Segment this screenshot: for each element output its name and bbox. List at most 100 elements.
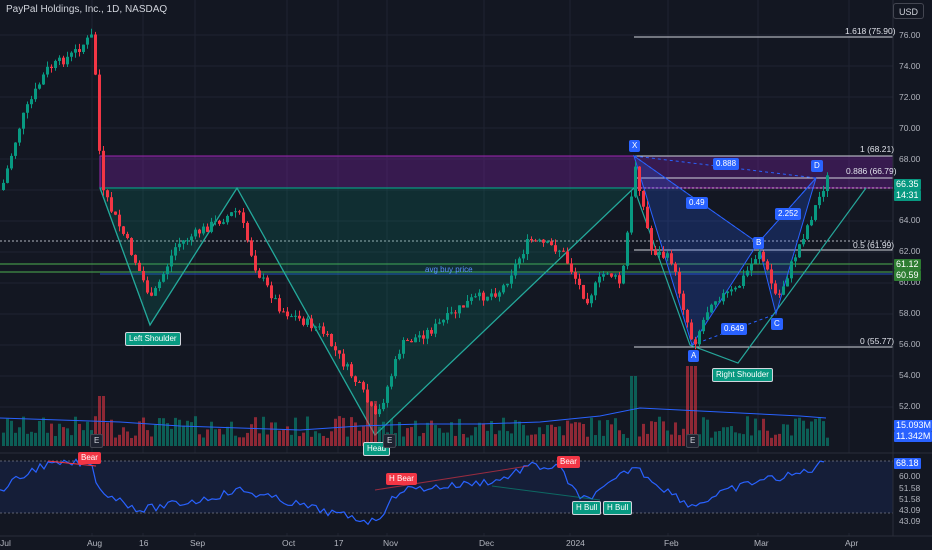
- candle-body: [354, 376, 357, 382]
- candle-body: [394, 359, 397, 377]
- candle-body: [346, 364, 349, 367]
- earnings-marker[interactable]: E: [90, 434, 104, 448]
- candle-body: [774, 283, 777, 294]
- volume-bar: [314, 431, 317, 446]
- harmonic-ratio-ab: 0.49: [686, 197, 708, 209]
- volume-tag-2: 11.342M: [894, 431, 932, 442]
- candle-body: [150, 292, 153, 296]
- volume-bar: [626, 437, 629, 446]
- volume-bar: [222, 434, 225, 446]
- volume-bar: [610, 424, 613, 446]
- candle-body: [466, 300, 469, 308]
- volume-bar: [290, 434, 293, 446]
- volume-bar: [342, 417, 345, 446]
- candle-body: [462, 305, 465, 308]
- volume-bar: [714, 431, 717, 446]
- volume-bar: [310, 436, 313, 446]
- volume-bar: [178, 419, 181, 446]
- candle-body: [386, 386, 389, 403]
- volume-bar: [218, 428, 221, 446]
- time-tick: Sep: [190, 538, 206, 548]
- candle-body: [290, 316, 293, 318]
- candle-body: [58, 57, 61, 61]
- rsi-hidden-bull-label: H Bull: [603, 501, 633, 515]
- volume-bar: [42, 417, 45, 446]
- candle-body: [502, 285, 505, 293]
- candle-body: [90, 34, 93, 38]
- volume-bar: [566, 420, 569, 446]
- volume-bar: [490, 421, 493, 446]
- volume-bar: [226, 426, 229, 446]
- candle-body: [230, 212, 233, 216]
- candle-body: [306, 318, 309, 325]
- candle-body: [614, 275, 617, 277]
- candle-body: [302, 318, 305, 325]
- candle-body: [382, 402, 385, 410]
- volume-bar: [590, 417, 593, 446]
- candle-body: [634, 166, 637, 197]
- candle-body: [538, 239, 541, 241]
- earnings-marker[interactable]: E: [686, 434, 700, 448]
- price-tick: 76.00: [899, 30, 921, 40]
- harmonic-ratio-cd: 2.252: [775, 208, 802, 220]
- candle-body: [94, 34, 97, 75]
- volume-bar: [722, 427, 725, 446]
- volume-bar: [738, 433, 741, 446]
- candle-body: [286, 311, 289, 317]
- candle-body: [26, 104, 29, 113]
- volume-bar: [326, 437, 329, 446]
- volume-bar: [370, 401, 373, 446]
- candle-body: [826, 175, 829, 192]
- candle-body: [194, 229, 197, 237]
- fib-label-1: 1 (68.21): [860, 144, 895, 154]
- volume-bar: [782, 424, 785, 446]
- volume-bar: [818, 417, 821, 446]
- candle-body: [658, 251, 661, 255]
- candles: [2, 28, 829, 417]
- candle-body: [62, 57, 65, 65]
- volume-bar: [302, 432, 305, 446]
- candle-body: [654, 250, 657, 255]
- candle-body: [666, 253, 669, 258]
- volume-bar: [66, 428, 69, 446]
- candle-body: [434, 323, 437, 334]
- candle-body: [162, 273, 165, 282]
- volume-bar: [114, 437, 117, 446]
- volume-bar: [642, 423, 645, 446]
- volume-bar: [614, 418, 617, 446]
- volume-bar: [206, 429, 209, 446]
- volume-bar: [666, 430, 669, 446]
- candle-body: [318, 326, 321, 328]
- candle-body: [734, 287, 737, 290]
- volume-bar: [382, 421, 385, 446]
- volume-bar: [794, 418, 797, 446]
- candle-body: [98, 74, 101, 151]
- candle-body: [494, 293, 497, 297]
- candle-body: [598, 276, 601, 283]
- candle-body: [694, 339, 697, 345]
- candle-body: [214, 220, 217, 222]
- candle-body: [486, 296, 489, 301]
- candle-body: [794, 257, 797, 262]
- rsi-tick: 51.58: [899, 483, 921, 493]
- volume-bar: [50, 423, 53, 446]
- candle-body: [526, 239, 529, 255]
- volume-bar: [754, 418, 757, 446]
- time-tick: 2024: [566, 538, 585, 548]
- volume-bar: [682, 428, 685, 446]
- candle-body: [582, 284, 585, 299]
- candle-body: [782, 286, 785, 295]
- volume-bar: [354, 422, 357, 446]
- candle-body: [682, 293, 685, 310]
- candle-body: [374, 405, 377, 415]
- candle-body: [438, 322, 441, 324]
- volume-bar: [82, 430, 85, 446]
- time-tick: Apr: [845, 538, 859, 548]
- currency-button[interactable]: USD: [893, 3, 924, 19]
- rsi-band: [0, 461, 893, 513]
- candle-body: [78, 49, 81, 52]
- volume-bar: [702, 417, 705, 446]
- time-tick: Aug: [87, 538, 103, 548]
- earnings-marker[interactable]: E: [383, 434, 397, 448]
